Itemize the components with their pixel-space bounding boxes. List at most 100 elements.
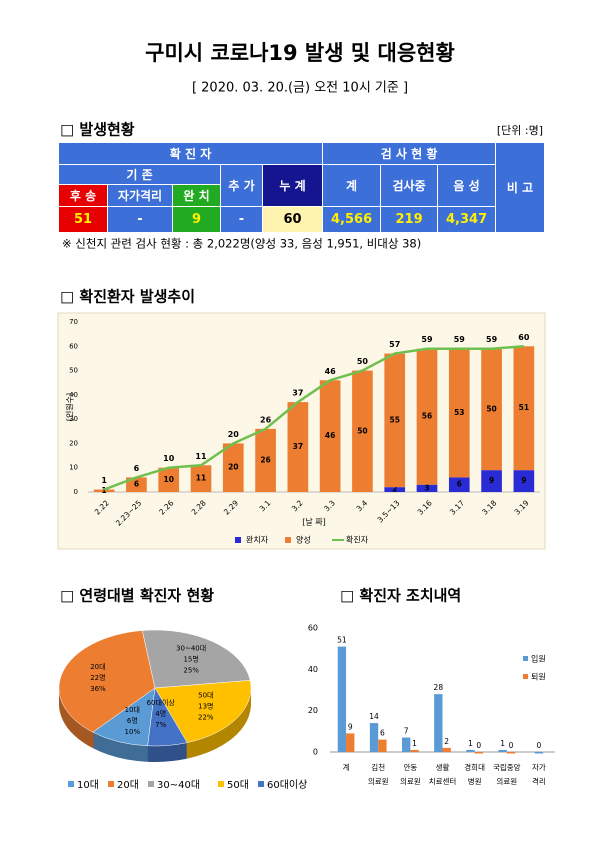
data-label: 1 [412, 739, 417, 748]
slice-label: 30~40대 [176, 644, 206, 652]
bar [513, 346, 535, 471]
slice-percent: 25% [183, 666, 199, 674]
bar [378, 739, 387, 752]
data-label: 37 [292, 389, 303, 398]
x-tick-label: 치료센터 [429, 776, 457, 786]
bar [416, 348, 438, 485]
slice-label: 10대 [125, 706, 140, 714]
section-heading: □ 확진자 조치내역 [340, 587, 461, 605]
bar [384, 353, 406, 488]
section-heading: □ 발생현황 [60, 121, 135, 139]
table-header: 후 송 [58, 184, 108, 207]
legend-label: 30~40대 [157, 779, 200, 791]
table-cell: 9 [172, 206, 221, 233]
pie-slice [141, 629, 251, 689]
table-header: 확 진 자 [57, 142, 324, 165]
data-label: 55 [389, 415, 399, 424]
data-label: 1 [101, 476, 107, 485]
bar [337, 646, 347, 752]
legend-label: 입원 [531, 655, 546, 664]
bar [506, 752, 516, 754]
bar [434, 694, 443, 752]
bar [319, 380, 341, 492]
slice-percent: 7% [155, 721, 166, 729]
data-label: 7 [404, 727, 409, 736]
y-tick-label: 50 [69, 367, 78, 375]
x-tick-label: 계 [343, 762, 350, 772]
x-tick-label: 경희대 [464, 762, 485, 772]
y-tick-label: 40 [69, 391, 78, 399]
table-header: 추 가 [220, 164, 263, 207]
pie-slice [147, 687, 188, 747]
bar [410, 749, 419, 752]
data-label: 50 [357, 357, 369, 366]
table-header: 계 [322, 164, 382, 207]
legend-label: 60대이상 [267, 779, 307, 791]
data-label: 20 [228, 463, 238, 472]
data-label: 59 [421, 335, 433, 344]
x-tick-label: 의료원 [400, 776, 421, 786]
slice-label: 20대 [90, 663, 105, 671]
slice-percent: 22% [198, 714, 214, 722]
data-label: 9 [489, 476, 494, 485]
data-label: 6 [134, 464, 140, 473]
legend-label: 완치자 [246, 536, 269, 545]
data-label: 53 [454, 408, 464, 417]
x-tick-label: 안동 [403, 762, 417, 772]
bar [352, 370, 373, 492]
section-heading: □ 확진환자 발생추이 [60, 288, 195, 306]
legend-swatch [68, 781, 74, 787]
data-label: 59 [454, 335, 466, 344]
data-label: 1 [500, 739, 505, 748]
data-label: 9 [348, 722, 353, 731]
legend-swatch [235, 537, 241, 543]
pie-slice [154, 680, 252, 743]
bar [158, 467, 180, 492]
bar [474, 752, 483, 754]
legend-label: 퇴원 [531, 673, 546, 682]
y-tick-label: 70 [69, 318, 78, 326]
y-tick-label: 20 [69, 439, 78, 447]
data-label: 51 [519, 403, 529, 412]
data-label: 56 [422, 412, 432, 421]
table-cell: - [107, 206, 173, 233]
data-label: 6 [380, 729, 385, 738]
y-tick-label: 30 [69, 415, 78, 423]
data-label: 9 [521, 476, 526, 485]
table-cell: 60 [261, 206, 324, 233]
subtitle: [ 2020. 03. 20.(금) 오전 10시 기준 ] [192, 81, 408, 96]
data-label: 0 [537, 741, 542, 750]
y-tick-label: 20 [308, 706, 318, 715]
legend-swatch [523, 674, 528, 679]
data-label: 26 [260, 455, 270, 464]
data-label: 57 [389, 340, 400, 349]
x-tick-label: 생활 [436, 762, 450, 772]
slice-label: 60대이상 [147, 698, 176, 707]
legend-label: 10대 [77, 779, 99, 791]
x-tick-label: 김천 [371, 762, 385, 772]
legend-swatch [218, 781, 224, 787]
table-header: 음 성 [437, 164, 497, 207]
section-heading: □ 연령대별 확진자 현황 [60, 587, 214, 605]
bar [534, 752, 544, 754]
data-label: 28 [434, 683, 444, 692]
slice-value: 22명 [90, 673, 105, 682]
table-cell: - [220, 206, 263, 233]
bar [448, 477, 470, 492]
data-label: 6 [134, 480, 139, 489]
data-label: 37 [293, 442, 303, 451]
legend-swatch [258, 781, 264, 787]
legend-label: 확진자 [346, 535, 369, 545]
data-label: 0 [476, 741, 481, 750]
bar [466, 749, 475, 752]
data-label: 60 [518, 333, 530, 342]
table-header: 완 치 [172, 184, 221, 207]
data-label: 10 [163, 454, 175, 463]
table-cell: 4,347 [437, 206, 497, 233]
bar [513, 470, 535, 492]
status-table: 확 진 자 검 사 현 황 비 고 기 존 추 가 누 계 계 검사중 음 성 … [57, 142, 546, 233]
bar [222, 443, 244, 492]
slice-value: 6명 [127, 716, 138, 725]
bar [402, 737, 411, 752]
data-label: 14 [369, 712, 379, 721]
